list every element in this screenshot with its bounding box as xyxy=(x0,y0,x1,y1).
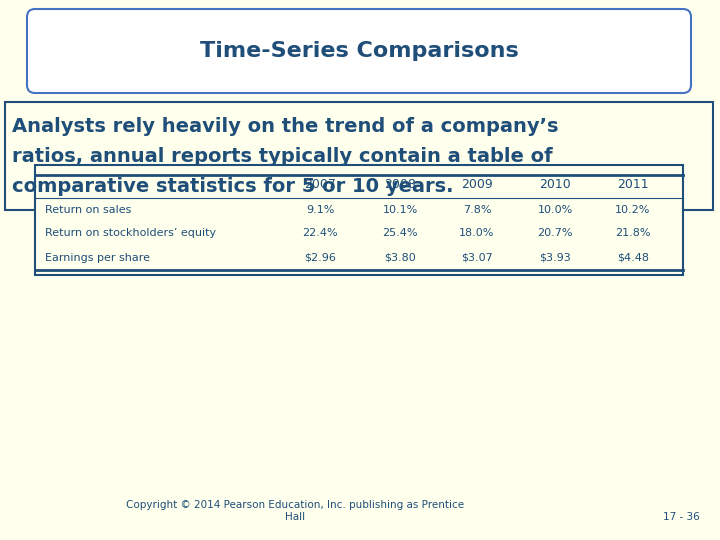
Text: 10.2%: 10.2% xyxy=(616,205,651,215)
Text: ratios, annual reports typically contain a table of: ratios, annual reports typically contain… xyxy=(12,147,553,166)
Text: 17 - 36: 17 - 36 xyxy=(663,512,700,522)
Text: 22.4%: 22.4% xyxy=(302,228,338,238)
Text: 25.4%: 25.4% xyxy=(382,228,418,238)
FancyBboxPatch shape xyxy=(27,9,691,93)
Text: 21.8%: 21.8% xyxy=(616,228,651,238)
Text: $3.93: $3.93 xyxy=(539,253,571,263)
Text: 2008: 2008 xyxy=(384,179,416,192)
Text: Copyright © 2014 Pearson Education, Inc. publishing as Prentice
Hall: Copyright © 2014 Pearson Education, Inc.… xyxy=(126,501,464,522)
Text: Time-Series Comparisons: Time-Series Comparisons xyxy=(199,41,518,61)
Text: 10.0%: 10.0% xyxy=(537,205,572,215)
Text: Return on sales: Return on sales xyxy=(45,205,131,215)
Text: Return on stockholders’ equity: Return on stockholders’ equity xyxy=(45,228,216,238)
Text: 7.8%: 7.8% xyxy=(463,205,491,215)
Text: 20.7%: 20.7% xyxy=(537,228,572,238)
FancyBboxPatch shape xyxy=(5,102,713,210)
Text: 18.0%: 18.0% xyxy=(459,228,495,238)
Text: 2010: 2010 xyxy=(539,179,571,192)
Text: $3.80: $3.80 xyxy=(384,253,416,263)
Text: 10.1%: 10.1% xyxy=(382,205,418,215)
Text: $4.48: $4.48 xyxy=(617,253,649,263)
FancyBboxPatch shape xyxy=(35,165,683,275)
Text: $2.96: $2.96 xyxy=(304,253,336,263)
Text: comparative statistics for 5 or 10 years.: comparative statistics for 5 or 10 years… xyxy=(12,178,454,197)
Text: 9.1%: 9.1% xyxy=(306,205,334,215)
Text: $3.07: $3.07 xyxy=(461,253,493,263)
Text: 2007: 2007 xyxy=(304,179,336,192)
Text: Analysts rely heavily on the trend of a company’s: Analysts rely heavily on the trend of a … xyxy=(12,118,559,137)
Text: Earnings per share: Earnings per share xyxy=(45,253,150,263)
Text: 2011: 2011 xyxy=(617,179,649,192)
Text: 2009: 2009 xyxy=(461,179,493,192)
